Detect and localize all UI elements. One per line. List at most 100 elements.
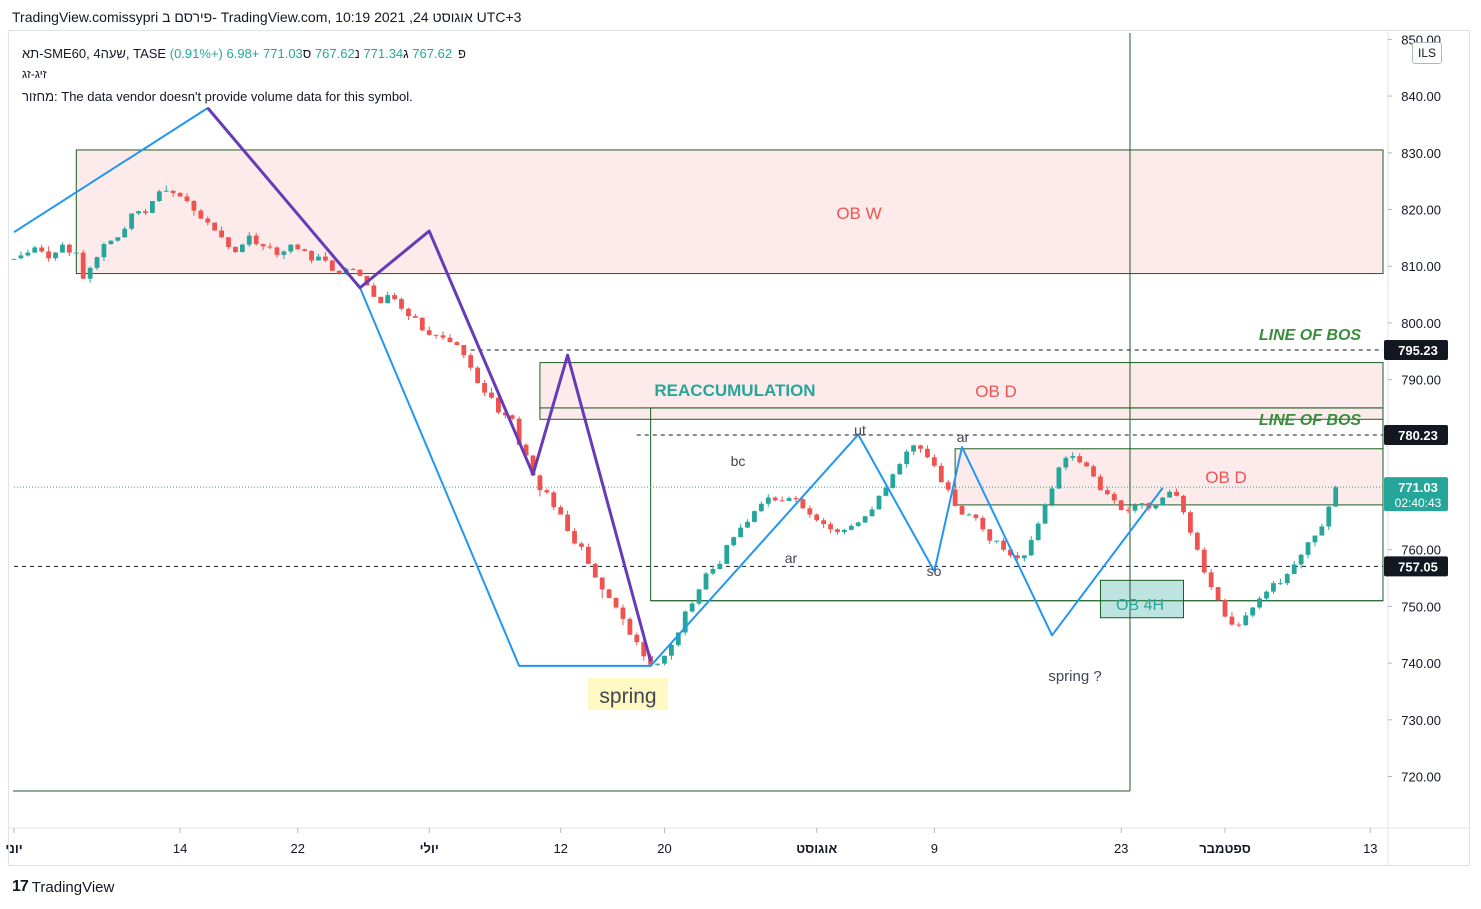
candle-body bbox=[793, 498, 799, 500]
candle-body bbox=[1028, 540, 1034, 556]
x-tick-label: 13 bbox=[1363, 841, 1377, 856]
price-label-text: 771.03 bbox=[1398, 480, 1438, 495]
x-tick-label: יוני bbox=[5, 841, 22, 856]
candle-body bbox=[336, 270, 342, 274]
volume-label[interactable]: מחזור: bbox=[22, 89, 58, 104]
candle-body bbox=[150, 200, 155, 213]
candle-body bbox=[163, 190, 169, 192]
price-label-text: 795.23 bbox=[1398, 343, 1438, 358]
spring-question-label: spring ? bbox=[1048, 668, 1101, 685]
candle-body bbox=[73, 252, 79, 254]
candle-body bbox=[1132, 505, 1138, 511]
candle-body bbox=[309, 250, 314, 261]
candle-body bbox=[897, 464, 903, 475]
bos-label: LINE OF BOS bbox=[1259, 327, 1362, 344]
ohlc-change: +6.98 (+0.91%) bbox=[169, 46, 260, 61]
price-label-text: 780.23 bbox=[1398, 428, 1438, 443]
candle-body bbox=[267, 246, 273, 248]
candle-body bbox=[219, 230, 224, 238]
candle-body bbox=[551, 492, 557, 508]
candle-body bbox=[46, 251, 51, 259]
reaccumulation-label: REACCUMULATION bbox=[654, 381, 815, 400]
candle-body bbox=[1257, 598, 1262, 608]
candle-body bbox=[918, 445, 923, 449]
volume-note: The data vendor doesn't provide volume d… bbox=[61, 89, 413, 104]
candle-body bbox=[1084, 462, 1089, 467]
candle-body bbox=[475, 367, 481, 384]
ar-label: ar bbox=[785, 550, 798, 566]
candle-body bbox=[890, 474, 896, 488]
footer-brand[interactable]: 17 TradingView bbox=[12, 878, 114, 896]
candle-body bbox=[323, 256, 328, 261]
zone-box bbox=[539, 362, 1384, 409]
y-tick-label: 800.00 bbox=[1401, 316, 1441, 331]
candle-body bbox=[523, 444, 529, 456]
volume-legend: מחזור: The data vendor doesn't provide v… bbox=[22, 89, 413, 104]
candle-body bbox=[1174, 491, 1179, 496]
candle-body bbox=[911, 445, 916, 452]
candle-body bbox=[1326, 506, 1332, 527]
candle-body bbox=[385, 295, 391, 304]
spring-label: spring bbox=[599, 685, 656, 708]
candle-body bbox=[592, 563, 598, 578]
candle-body bbox=[945, 482, 951, 490]
candle-body bbox=[765, 497, 771, 504]
candle-body bbox=[302, 249, 308, 251]
candle-body bbox=[170, 190, 176, 194]
candle-body bbox=[399, 299, 404, 309]
candle-body bbox=[862, 516, 868, 523]
candle-body bbox=[689, 603, 695, 612]
candle-body bbox=[530, 455, 536, 476]
candle-body bbox=[585, 546, 591, 564]
candle-body bbox=[1271, 583, 1276, 592]
candle-body bbox=[274, 247, 280, 255]
bos-label-2: LINE OF BOS bbox=[1259, 412, 1362, 429]
y-tick-label: 790.00 bbox=[1401, 373, 1441, 388]
countdown-label: 02:40:43 bbox=[1395, 496, 1442, 510]
candle-body bbox=[835, 529, 840, 533]
price-label-box bbox=[1384, 424, 1448, 445]
candle-body bbox=[966, 514, 972, 516]
candle-body bbox=[18, 255, 24, 259]
y-tick-label: 740.00 bbox=[1401, 656, 1441, 671]
candle-body bbox=[11, 258, 17, 260]
candle-body bbox=[392, 295, 397, 300]
candle-body bbox=[599, 577, 605, 590]
candle-body bbox=[952, 489, 958, 507]
publish-header: TradingView.comissypri פירסם ב- TradingV… bbox=[12, 9, 522, 25]
candle-body bbox=[959, 506, 965, 515]
candle-body bbox=[869, 509, 875, 517]
x-tick-label: 23 bbox=[1114, 841, 1128, 856]
candle-body bbox=[1098, 476, 1103, 491]
indicator-legend[interactable]: זיג-זג bbox=[22, 67, 47, 81]
candle-body bbox=[738, 527, 743, 538]
candle-body bbox=[412, 316, 418, 318]
candle-body bbox=[606, 589, 612, 598]
candle-body bbox=[1291, 564, 1297, 575]
candle-body bbox=[1201, 549, 1207, 573]
ohlc-open-label: פ bbox=[458, 46, 466, 61]
candle-body bbox=[447, 337, 453, 343]
candle-body bbox=[406, 308, 411, 317]
candle-body bbox=[329, 260, 335, 271]
x-tick-label: יולי bbox=[420, 841, 439, 856]
candle-body bbox=[1188, 512, 1193, 533]
y-tick-label: 760.00 bbox=[1401, 543, 1441, 558]
symbol-name[interactable]: תא-SME60, 4שעה, TASE bbox=[22, 46, 167, 61]
currency-badge[interactable]: ILS bbox=[1412, 42, 1442, 64]
candle-body bbox=[724, 545, 730, 564]
candle-body bbox=[1153, 504, 1159, 509]
candle-body bbox=[938, 465, 944, 483]
candle-body bbox=[786, 498, 792, 501]
candle-body bbox=[1077, 456, 1083, 463]
candle-body bbox=[357, 269, 363, 276]
candle-body bbox=[579, 543, 584, 547]
candle-body bbox=[136, 211, 141, 214]
candle-body bbox=[212, 222, 218, 231]
y-tick-label: 810.00 bbox=[1401, 259, 1441, 274]
bc-label: bc bbox=[731, 453, 746, 469]
candle-body bbox=[295, 244, 301, 250]
candle-body bbox=[233, 246, 238, 253]
candle-body bbox=[1070, 456, 1076, 458]
